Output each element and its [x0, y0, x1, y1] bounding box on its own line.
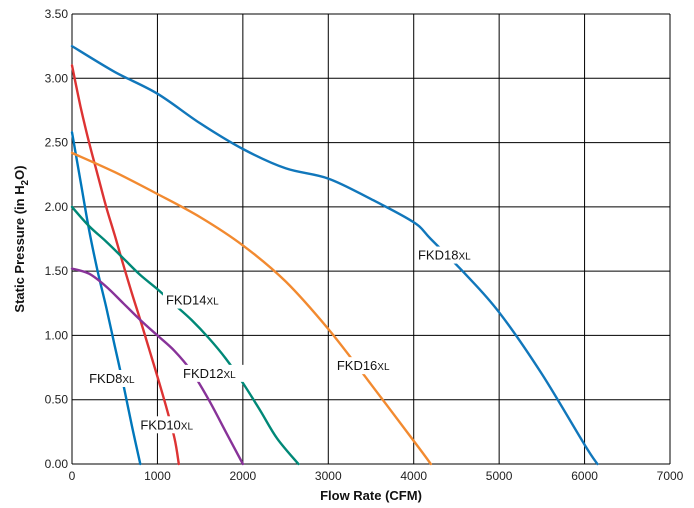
series-label-bg [414, 246, 479, 264]
y-tick-label: 1.00 [45, 328, 69, 342]
x-tick-label: 3000 [315, 469, 342, 483]
y-tick-label: 0.00 [45, 457, 69, 471]
series-label-bg [137, 416, 202, 434]
y-tick-label: 1.50 [45, 264, 69, 278]
grid [71, 13, 671, 465]
x-axis-title: Flow Rate (CFM) [320, 488, 422, 503]
x-tick-label: 0 [69, 469, 76, 483]
y-tick-label: 3.00 [45, 71, 69, 85]
series-line-fkd10 [70, 64, 180, 466]
series-lines [70, 44, 599, 466]
y-axis-title: Static Pressure (in H2O) [12, 165, 31, 312]
series-line-fkd16 [70, 151, 432, 466]
series-label-fkd14: FKD14XL [166, 293, 219, 308]
x-tick-label: 5000 [486, 469, 513, 483]
series-line-fkd12 [70, 267, 245, 466]
series-label-bg [86, 370, 151, 387]
series-line-fkd8 [70, 131, 142, 466]
series-label-fkd16: FKD16XL [337, 358, 390, 373]
tick-labels: 0 1000 2000 3000 4000 5000 6000 7000 0.00 0.50 1.0… [45, 7, 684, 483]
y-tick-label: 2.00 [45, 200, 69, 214]
x-tick-label: 2000 [230, 469, 257, 483]
series-label-bg [180, 364, 245, 382]
y-axis-title-suffix: O) [12, 165, 27, 179]
series-line-fkd18 [70, 44, 599, 466]
series-label-fkd8: FKD8XL [89, 371, 135, 386]
x-tick-label: 6000 [571, 469, 598, 483]
x-tick-label: 1000 [144, 469, 171, 483]
y-tick-label: 2.50 [45, 136, 69, 150]
series-label-fkd12: FKD12XL [183, 366, 236, 381]
y-axis-title-subscript: 2 [20, 179, 31, 185]
series-label-fkd10: FKD10XL [140, 417, 193, 432]
x-tick-label: 4000 [400, 469, 427, 483]
series-label-fkd18: FKD18XL [418, 248, 471, 263]
y-tick-label: 3.50 [45, 7, 69, 21]
series-labels: FKD8XL FKD10XL FKD12XL FKD14XL FKD16XL FKD18X… [86, 246, 479, 434]
x-tick-label: 7000 [657, 469, 684, 483]
y-axis-title-prefix: Static Pressure (in H [12, 185, 27, 312]
series-label-bg [333, 357, 398, 375]
series-line-fkd14 [70, 205, 300, 466]
series-label-bg [162, 291, 227, 309]
y-tick-label: 0.50 [45, 393, 69, 407]
